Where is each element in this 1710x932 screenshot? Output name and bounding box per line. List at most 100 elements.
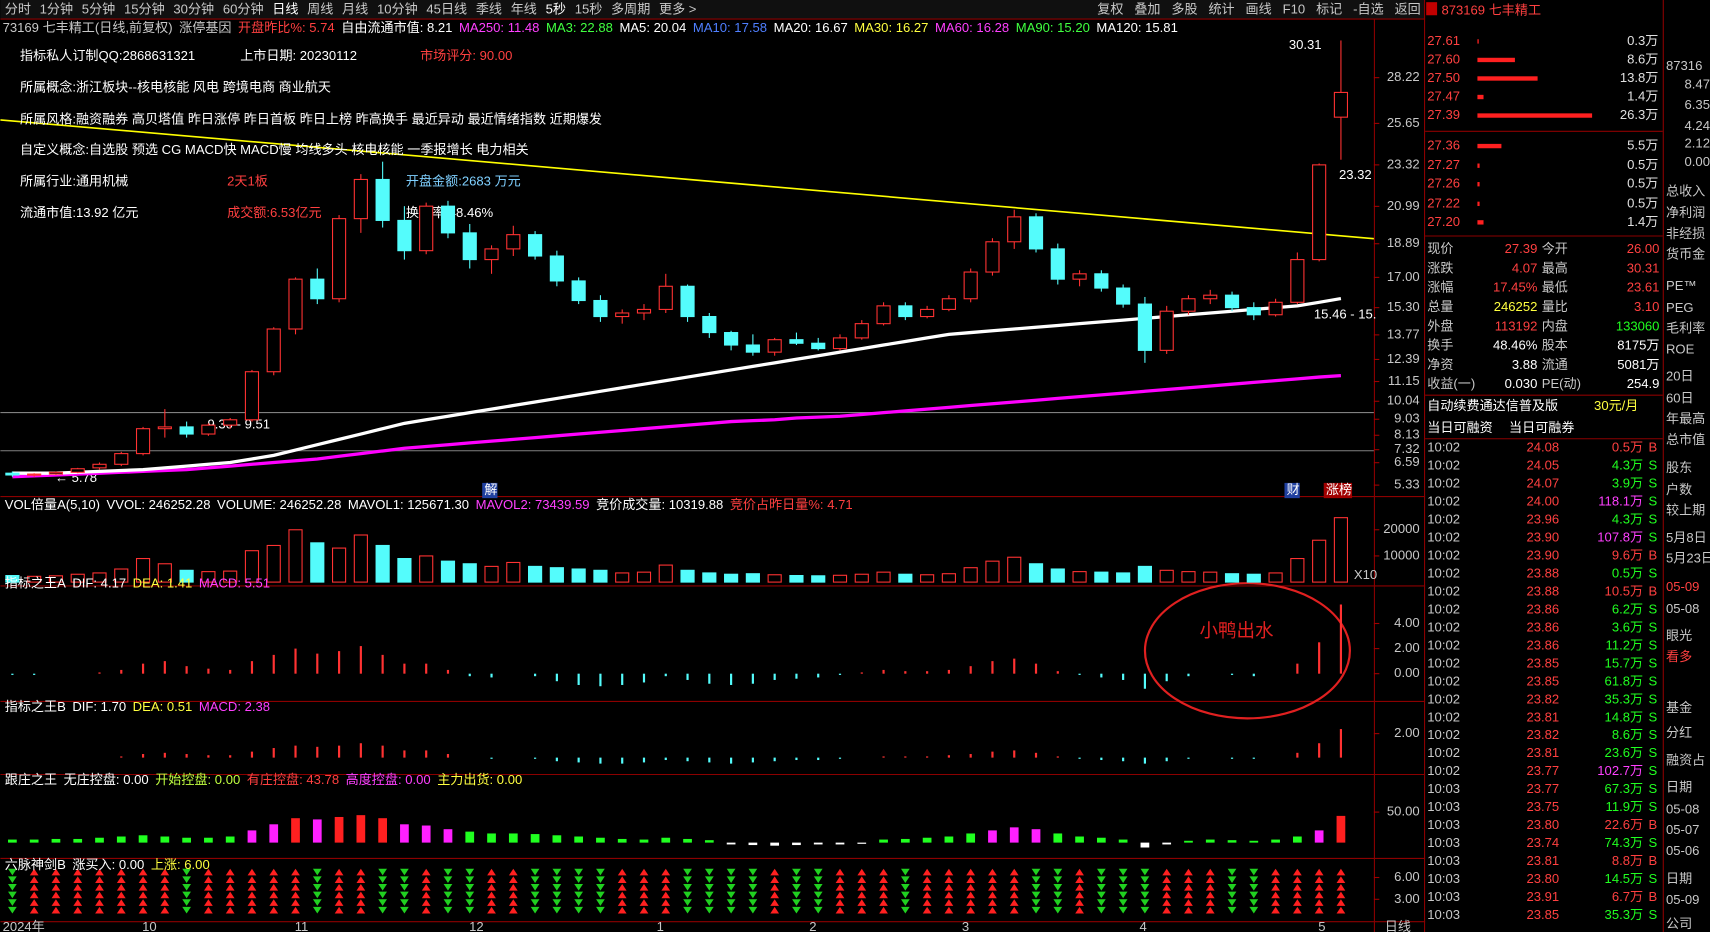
volume-bar — [789, 575, 804, 583]
signal-triangle — [443, 891, 453, 899]
period-tab[interactable]: 5分钟 — [82, 0, 115, 16]
control-bar — [334, 816, 344, 843]
signal-triangle — [356, 884, 366, 891]
pane-header: 指标之王B — [5, 699, 66, 714]
pane-header: 指标之王A — [5, 576, 66, 591]
period-tab[interactable]: 多周期 — [611, 0, 650, 16]
trade-volume: 61.8万 — [1605, 673, 1644, 688]
trade-volume: 6.2万 — [1612, 601, 1643, 616]
candle-body — [484, 248, 499, 261]
period-tab[interactable]: 45日线 — [426, 1, 467, 16]
quote-label: 现价 — [1427, 241, 1453, 256]
volume-bar — [1333, 517, 1349, 583]
signal-triangle — [465, 876, 475, 883]
tool-button[interactable]: 统计 — [1208, 1, 1234, 16]
trade-price: 23.75 — [1526, 799, 1559, 814]
tool-button[interactable]: 画线 — [1246, 1, 1272, 16]
signal-triangle — [95, 891, 104, 899]
side-item: 户数 — [1666, 481, 1692, 497]
signal-triangle — [1249, 891, 1259, 899]
period-tab[interactable]: 日线 — [272, 1, 298, 16]
volume-bar — [767, 574, 782, 583]
period-tab[interactable]: 15秒 — [575, 1, 603, 16]
signal-triangle — [770, 884, 780, 891]
period-tab[interactable]: 30分钟 — [173, 0, 214, 16]
signal-triangle — [1249, 899, 1259, 906]
volume-bar — [157, 563, 172, 583]
quote-label: 股本 — [1542, 338, 1568, 353]
period-tab[interactable]: 60分钟 — [223, 0, 264, 16]
signal-triangle — [247, 884, 257, 891]
tool-button[interactable]: 叠加 — [1134, 1, 1160, 16]
candle-body — [353, 178, 368, 220]
tool-button[interactable]: -自选 — [1353, 1, 1384, 16]
signal-triangle — [160, 876, 170, 883]
signal-triangle — [748, 884, 758, 891]
signal-triangle — [748, 876, 758, 883]
period-tab[interactable]: 1分钟 — [40, 0, 73, 16]
trade-time: 10:02 — [1427, 727, 1460, 742]
candle-body — [1203, 294, 1218, 300]
signal-triangle — [312, 868, 322, 876]
margin-link[interactable]: 当日可融券 — [1509, 420, 1574, 435]
header-item: MA60: 16.28 — [935, 20, 1009, 35]
pane-header: 跟庄之王 — [5, 772, 57, 787]
trade-time: 10:03 — [1427, 889, 1460, 904]
period-tab[interactable]: 5秒 — [546, 1, 566, 16]
margin-link[interactable]: 当日可融资 — [1427, 420, 1492, 435]
marker-box — [1284, 482, 1300, 499]
trade-side: S — [1649, 835, 1658, 850]
signal-triangle — [530, 876, 540, 883]
tool-button[interactable]: 标记 — [1316, 1, 1342, 16]
tool-button[interactable]: 多股 — [1171, 0, 1197, 16]
control-bar — [661, 837, 671, 843]
book-volume-bar — [1477, 113, 1593, 118]
control-bar — [1336, 815, 1346, 843]
trade-side: B — [1649, 889, 1658, 904]
period-tab[interactable]: 周线 — [307, 1, 333, 16]
period-tab[interactable]: 季线 — [476, 1, 502, 16]
signal-triangle — [1336, 899, 1346, 906]
signal-triangle — [51, 868, 61, 876]
signal-triangle — [726, 868, 736, 876]
side-item: 87316 — [1666, 58, 1702, 73]
volume-bar — [593, 569, 608, 583]
signal-triangle — [1184, 884, 1193, 891]
tool-button[interactable]: 返回 — [1395, 1, 1421, 16]
period-tab[interactable]: 月线 — [342, 1, 368, 16]
quote-value: 254.9 — [1627, 376, 1660, 391]
volume-bar — [1116, 572, 1131, 583]
signal-triangle — [1118, 906, 1128, 914]
signal-triangle — [160, 891, 170, 899]
signal-triangle — [1140, 891, 1150, 899]
trade-price: 23.80 — [1526, 817, 1559, 832]
signal-triangle — [1075, 868, 1084, 876]
control-bar — [508, 833, 518, 843]
volume-bar — [462, 563, 477, 583]
ad-price[interactable]: 30元/月 — [1594, 398, 1638, 413]
signal-triangle — [378, 868, 387, 876]
tool-button[interactable]: F10 — [1283, 1, 1306, 16]
side-item: 日期 — [1666, 780, 1692, 795]
control-bar — [879, 839, 888, 843]
candle-body — [310, 278, 325, 300]
period-tab[interactable]: 15分钟 — [124, 0, 165, 16]
control-bar — [1075, 836, 1084, 843]
signal-triangle — [900, 884, 910, 891]
signal-triangle — [291, 876, 300, 883]
signal-triangle — [1009, 891, 1019, 899]
signal-triangle — [857, 899, 867, 906]
volume-bar — [331, 547, 347, 583]
period-tab[interactable]: 分时 — [5, 1, 31, 16]
period-tab[interactable]: 更多 > — [659, 0, 696, 16]
header-item: MA90: 15.20 — [1016, 20, 1090, 35]
book-volume-bar — [1477, 201, 1480, 207]
tool-button[interactable]: 复权 — [1097, 0, 1123, 16]
signal-triangle — [683, 884, 692, 891]
period-tab[interactable]: 年线 — [511, 1, 537, 16]
control-bar — [683, 838, 692, 843]
period-tab[interactable]: 10分钟 — [377, 0, 418, 16]
signal-triangle — [421, 899, 431, 906]
y-tick-label: 28.22 — [1387, 69, 1420, 84]
ad-text[interactable]: 自动续费通达信普及版 — [1427, 398, 1558, 413]
